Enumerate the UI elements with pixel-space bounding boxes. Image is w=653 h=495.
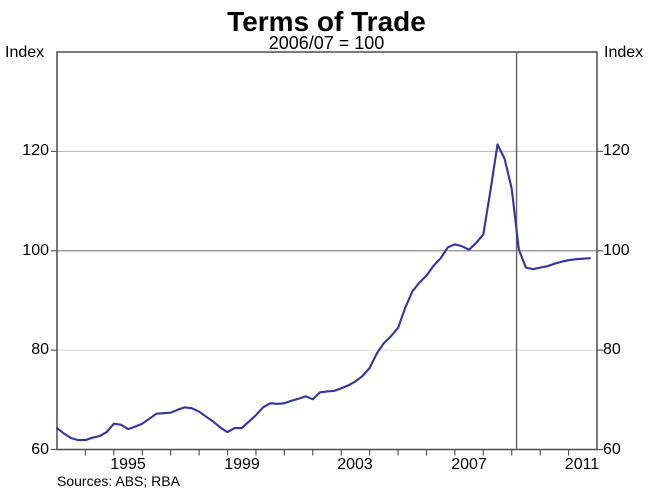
terms-of-trade-line (55, 143, 591, 442)
y-tick-label-right: 80 (603, 341, 621, 359)
chart-subtitle: 2006/07 = 100 (268, 33, 385, 53)
x-tick-label: 1995 (110, 456, 146, 473)
y-tick-label-left: 60 (31, 440, 49, 458)
x-tick-label: 2007 (451, 456, 487, 473)
left-axis-unit-label: Index (5, 44, 45, 61)
x-tick-label: 2003 (337, 456, 373, 473)
chart-title: Terms of Trade (227, 6, 426, 37)
y-tick-label-left: 80 (31, 341, 49, 359)
y-tick-label-right: 120 (603, 142, 630, 160)
y-tick-label-left: 100 (22, 241, 49, 259)
y-tick-label-right: 100 (603, 241, 630, 259)
source-note: Sources: ABS; RBA (57, 473, 180, 489)
x-tick-label: 1999 (224, 456, 260, 473)
x-tick-label: 2011 (564, 456, 600, 473)
y-tick-label-right: 60 (603, 440, 621, 458)
right-axis-unit-label: Index (604, 44, 644, 61)
y-tick-label-left: 120 (22, 142, 49, 160)
